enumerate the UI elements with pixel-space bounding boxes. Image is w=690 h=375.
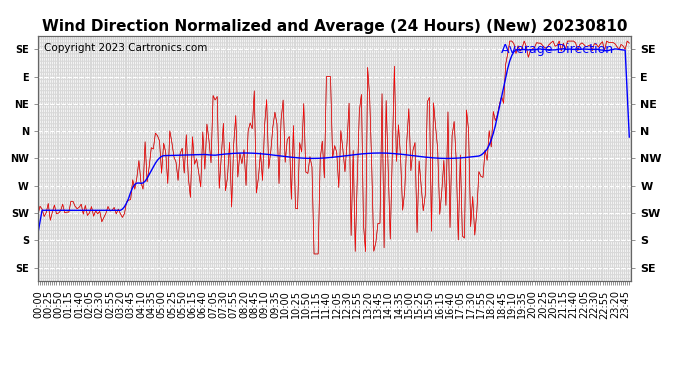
Title: Wind Direction Normalized and Average (24 Hours) (New) 20230810: Wind Direction Normalized and Average (2… [42,20,627,34]
Text: Average Direction: Average Direction [502,43,613,56]
Text: Copyright 2023 Cartronics.com: Copyright 2023 Cartronics.com [44,43,207,53]
